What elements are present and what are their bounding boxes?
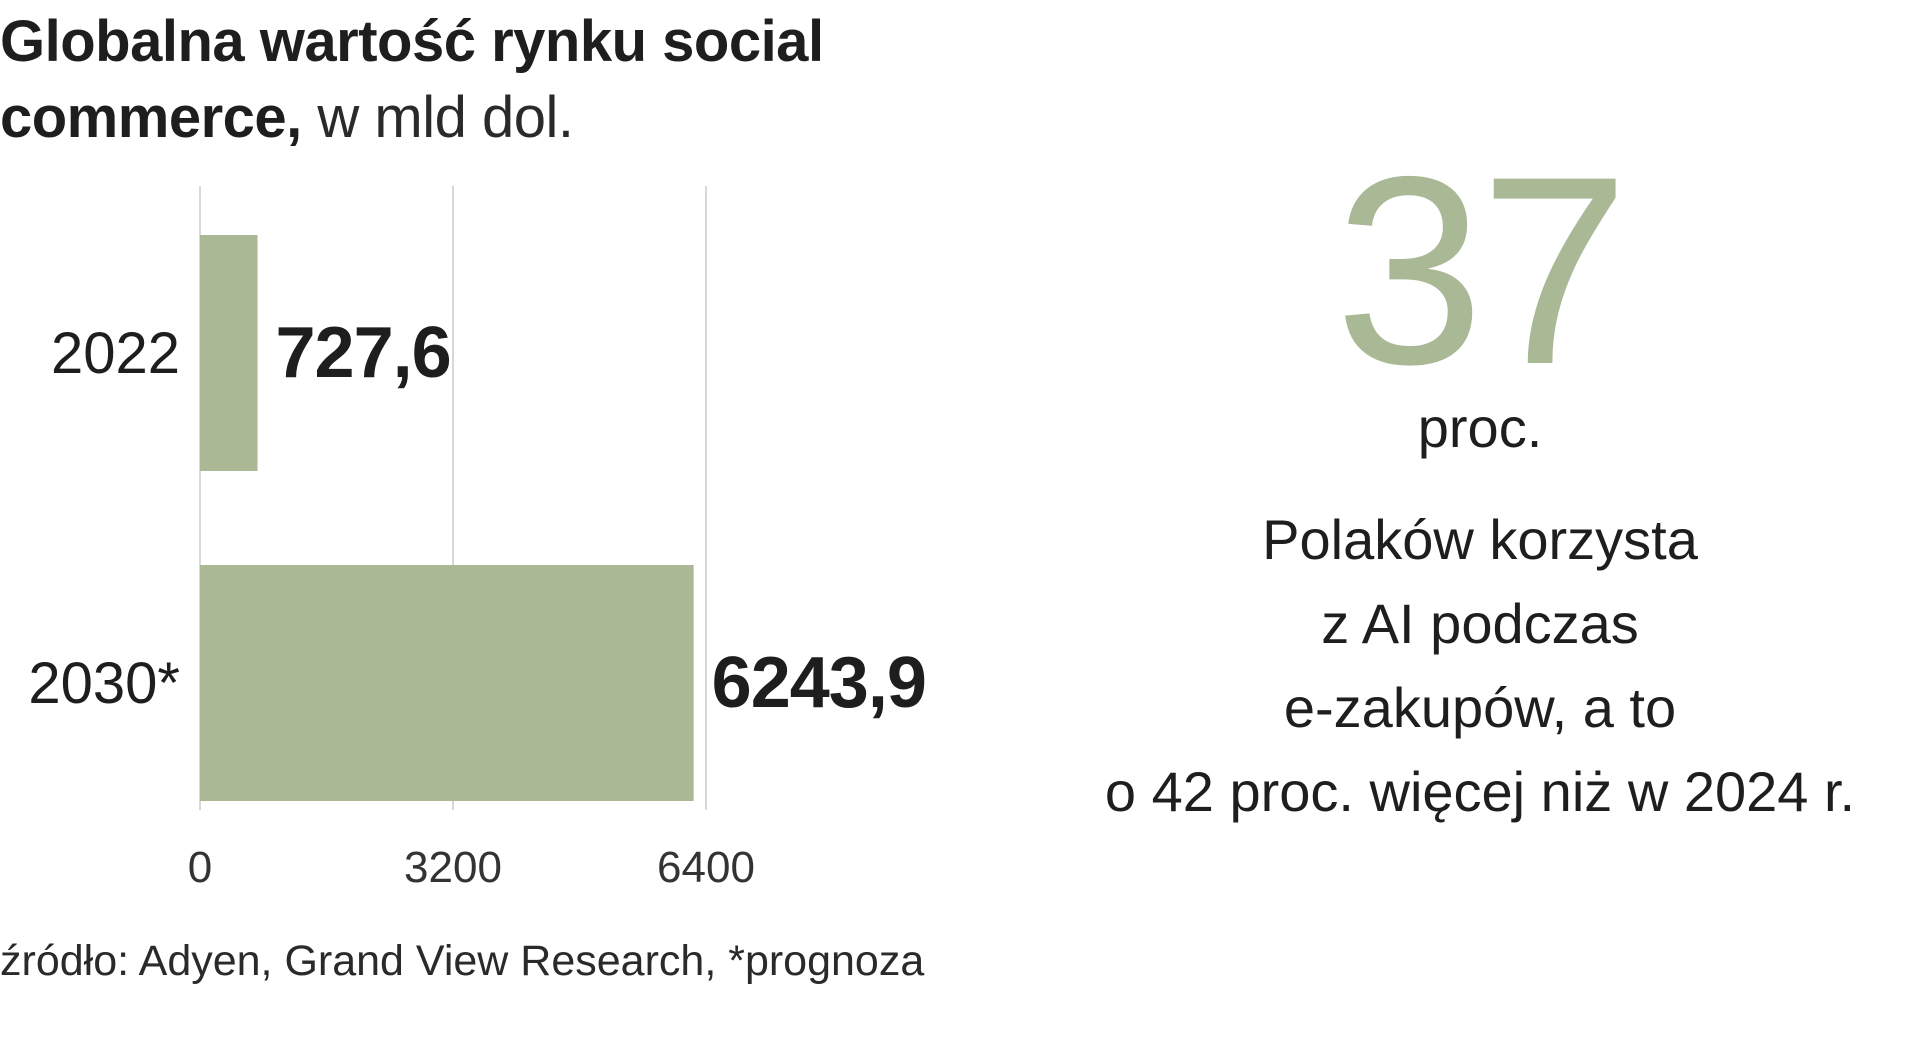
value-label: 6243,9 bbox=[712, 643, 926, 723]
x-tick-label: 0 bbox=[188, 843, 212, 892]
category-label: 2022 bbox=[51, 321, 180, 386]
stat-description-line: e-zakupów, a to bbox=[1283, 676, 1677, 739]
chart-title-line2: commerce, bbox=[0, 85, 302, 150]
value-label: 727,6 bbox=[276, 313, 451, 393]
x-tick-label: 3200 bbox=[404, 843, 502, 892]
stat-unit: proc. bbox=[1417, 396, 1543, 459]
chart-title-line1: Globalna wartość rynku social bbox=[0, 9, 824, 74]
category-label: 2030* bbox=[28, 651, 180, 716]
bar bbox=[200, 565, 694, 801]
stat-description-line: z AI podczas bbox=[1321, 592, 1639, 655]
stat-description: Polaków korzysta z AI podczas e-zakupów,… bbox=[1040, 498, 1920, 834]
chart-title-unit: w mld dol. bbox=[301, 85, 574, 150]
source-note: źródło: Adyen, Grand View Research, *pro… bbox=[0, 937, 925, 985]
stat-description-line: Polaków korzysta bbox=[1262, 508, 1698, 571]
bar-chart: 2022 727,6 2030* 6243,9 0 3200 6400 bbox=[28, 186, 927, 892]
x-tick-label: 6400 bbox=[657, 843, 755, 892]
bar bbox=[200, 235, 258, 471]
stat-number: 37 bbox=[1334, 120, 1629, 420]
stat-description-line: o 42 proc. więcej niż w 2024 r. bbox=[1104, 760, 1856, 823]
stat-panel: 37 proc. Polaków korzysta z AI podczas e… bbox=[1040, 130, 1920, 834]
chart-title: Globalna wartość rynku social commerce, … bbox=[0, 4, 960, 156]
